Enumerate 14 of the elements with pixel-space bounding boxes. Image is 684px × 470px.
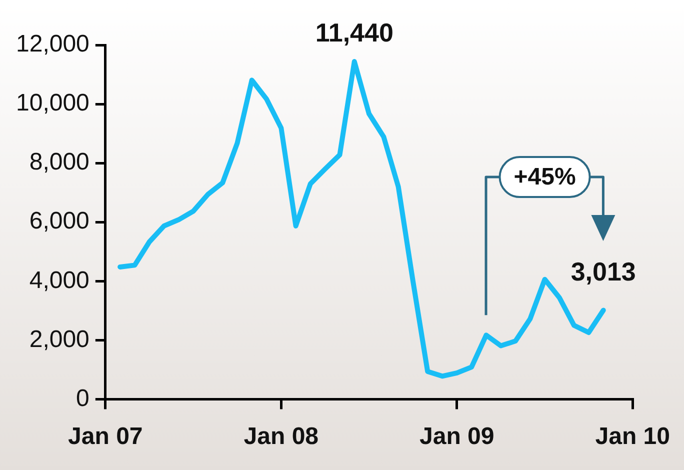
y-tick-label: 6,000: [29, 208, 90, 235]
y-tick-label: 0: [76, 384, 90, 412]
y-tick-label: 2,000: [29, 326, 90, 353]
annotation: +45%: [514, 164, 576, 191]
y-tick-label: 10,000: [16, 90, 90, 117]
x-tick-label: Jan 08: [244, 423, 319, 450]
y-tick-label: 4,000: [29, 266, 90, 294]
data-label: 3,013: [570, 256, 636, 286]
x-tick-label: Jan 09: [420, 423, 494, 450]
data-label: 11,440: [315, 18, 394, 48]
y-tick-label: 12,000: [16, 30, 90, 58]
y-tick-label: 8,000: [29, 148, 90, 176]
x-tick-label: Jan 07: [68, 423, 143, 450]
x-tick-label: Jan 10: [595, 423, 670, 450]
